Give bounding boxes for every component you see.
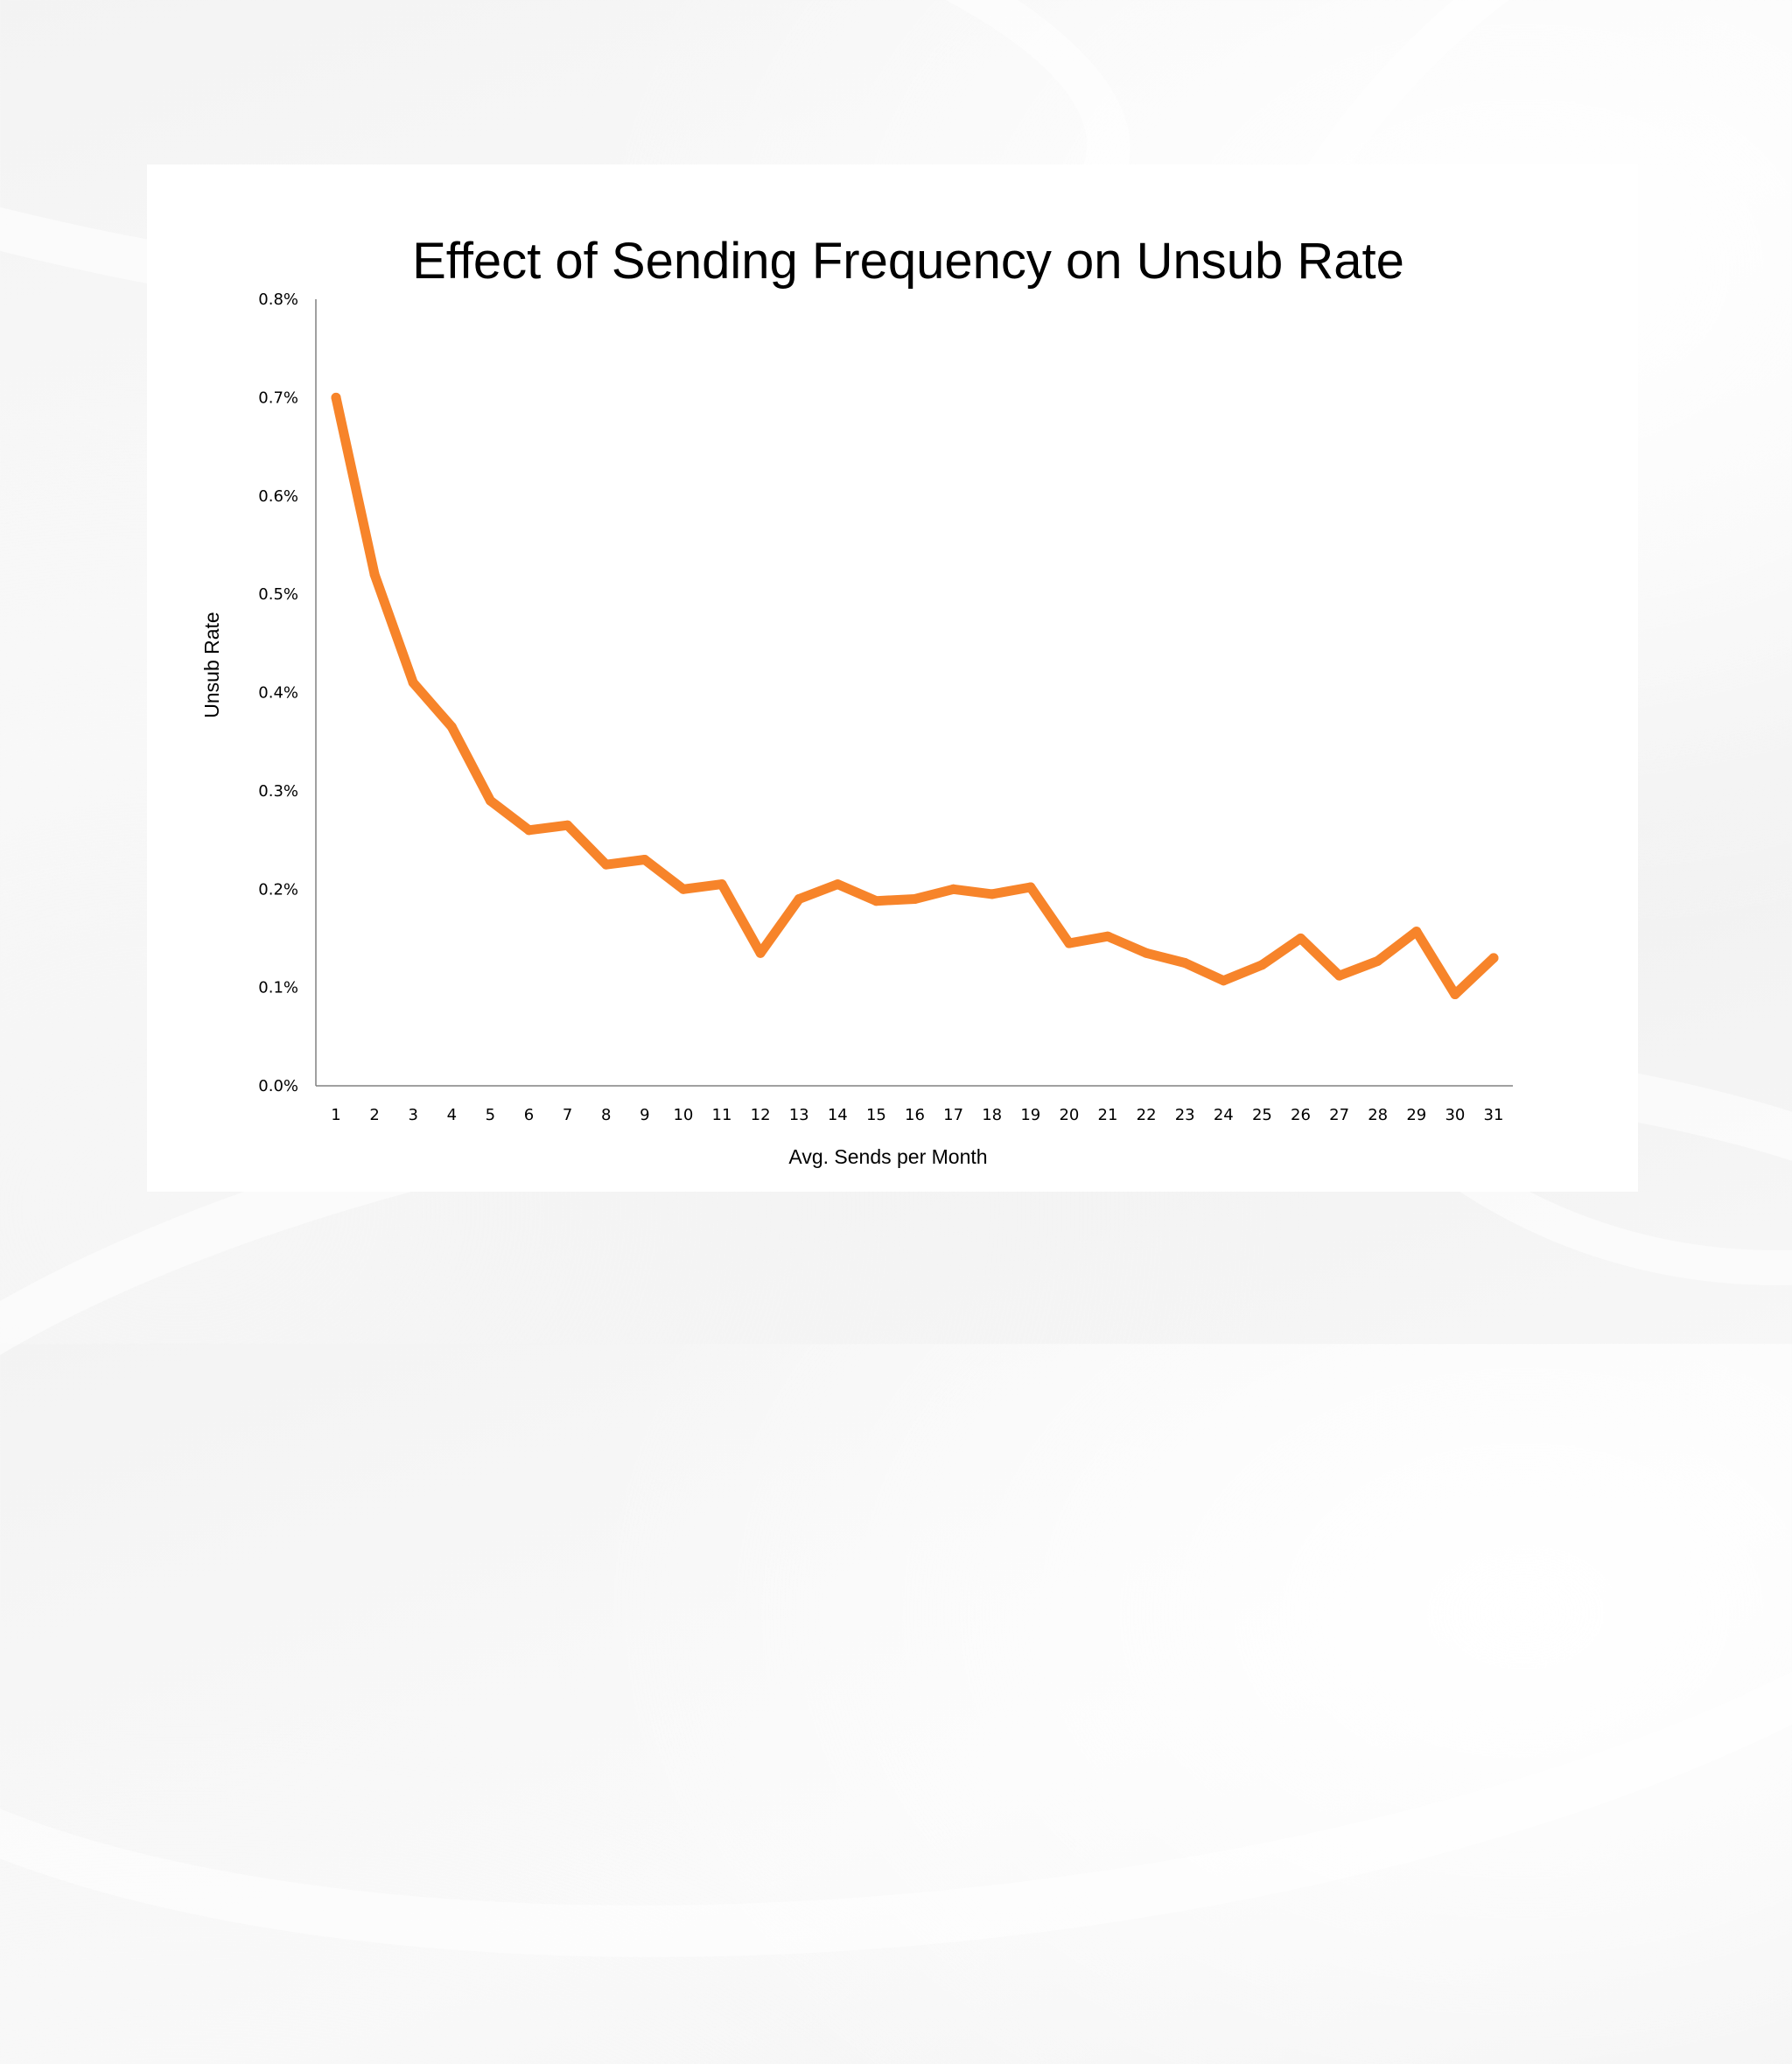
x-tick-label: 27 <box>1329 1106 1349 1124</box>
data-point <box>524 825 534 836</box>
data-point <box>1141 948 1152 958</box>
data-point <box>331 392 341 402</box>
y-tick-label: 0.7% <box>258 388 298 407</box>
y-tick-label: 0.0% <box>258 1077 298 1095</box>
x-tick-label: 19 <box>1020 1106 1040 1124</box>
x-tick-label: 10 <box>673 1106 693 1124</box>
x-tick-label: 24 <box>1214 1106 1234 1124</box>
x-tick-label: 8 <box>601 1106 611 1124</box>
data-point <box>1296 933 1306 943</box>
x-tick-label: 4 <box>447 1106 457 1124</box>
y-tick-label: 0.6% <box>258 487 298 506</box>
x-tick-label: 2 <box>369 1106 379 1124</box>
y-tick-label: 0.5% <box>258 585 298 604</box>
x-tick-label: 30 <box>1445 1106 1465 1124</box>
x-tick-label: 25 <box>1252 1106 1272 1124</box>
data-point <box>794 893 804 904</box>
series-group <box>331 392 1499 999</box>
x-tick-label: 3 <box>408 1106 417 1124</box>
data-point <box>485 795 495 806</box>
data-point <box>871 896 881 906</box>
y-tick-label: 0.1% <box>258 979 298 997</box>
data-point <box>1334 970 1345 981</box>
data-point <box>1411 927 1422 937</box>
data-point <box>910 893 920 904</box>
x-tick-label: 29 <box>1406 1106 1426 1124</box>
chart-title: Effect of Sending Frequency on Unsub Rat… <box>412 233 1404 290</box>
data-point <box>948 884 959 894</box>
data-point <box>640 855 650 865</box>
x-tick-label: 16 <box>905 1106 925 1124</box>
y-axis-title: Unsub Rate <box>200 612 223 717</box>
x-tick-label: 5 <box>486 1106 495 1124</box>
data-point <box>446 722 457 732</box>
data-point <box>369 570 380 580</box>
x-tick-label: 20 <box>1059 1106 1079 1124</box>
data-point <box>1488 953 1499 963</box>
series-line <box>331 392 1499 999</box>
data-point <box>832 879 843 890</box>
data-point <box>717 879 727 890</box>
data-point <box>408 677 418 688</box>
data-point <box>1026 882 1036 892</box>
data-point <box>987 889 998 899</box>
y-axis-ticks: 0.0% 0.1% 0.2% 0.3% 0.4% 0.5% 0.6% 0.7% 0.8% <box>258 290 298 1095</box>
x-tick-label: 9 <box>640 1106 649 1124</box>
data-point <box>563 820 573 830</box>
x-tick-label: 28 <box>1368 1106 1388 1124</box>
data-point <box>601 859 612 870</box>
x-tick-label: 26 <box>1291 1106 1311 1124</box>
x-tick-label: 12 <box>751 1106 771 1124</box>
data-point <box>1256 960 1267 970</box>
y-tick-label: 0.8% <box>258 290 298 309</box>
data-point <box>1102 931 1113 941</box>
data-point <box>755 948 766 958</box>
chart-panel <box>147 164 1638 1192</box>
x-axis-title: Avg. Sends per Month <box>788 1145 987 1168</box>
y-tick-label: 0.2% <box>258 880 298 899</box>
x-tick-label: 23 <box>1175 1106 1195 1124</box>
data-point <box>1450 989 1460 999</box>
line-chart: Effect of Sending Frequency on Unsub Rat… <box>200 233 1513 1168</box>
x-tick-label: 22 <box>1137 1106 1157 1124</box>
x-tick-label: 11 <box>712 1106 732 1124</box>
y-tick-label: 0.3% <box>258 782 298 801</box>
x-tick-label: 31 <box>1484 1106 1504 1124</box>
data-point <box>1064 938 1074 948</box>
x-axis-ticks: 1 2 3 4 5 6 7 8 9 10 11 12 13 14 15 16 17 18 19 20 21 22 23 24 2… <box>331 1106 1503 1124</box>
x-tick-label: 7 <box>563 1106 572 1124</box>
x-tick-label: 15 <box>866 1106 886 1124</box>
y-tick-label: 0.4% <box>258 684 298 703</box>
data-point <box>678 884 689 894</box>
data-point <box>1180 958 1190 969</box>
x-tick-label: 17 <box>943 1106 963 1124</box>
x-tick-label: 13 <box>789 1106 809 1124</box>
x-tick-label: 1 <box>331 1106 340 1124</box>
data-point <box>1218 976 1228 986</box>
x-tick-label: 21 <box>1098 1106 1118 1124</box>
data-point <box>1373 955 1383 966</box>
x-tick-label: 6 <box>524 1106 534 1124</box>
x-tick-label: 18 <box>982 1106 1002 1124</box>
x-tick-label: 14 <box>828 1106 848 1124</box>
